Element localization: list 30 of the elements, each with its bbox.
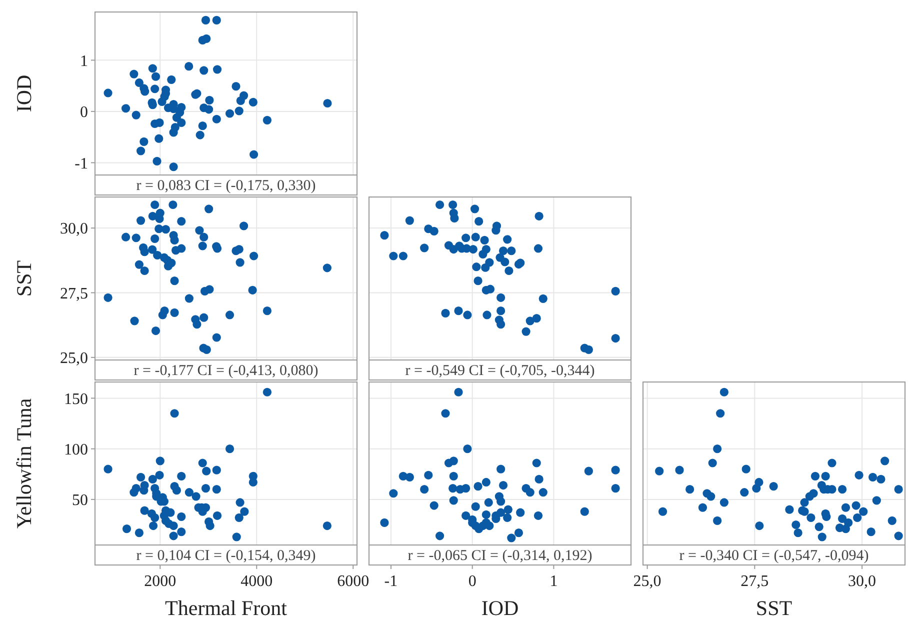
y-tick-label: 27,5 bbox=[60, 285, 88, 302]
x-axis-title: Thermal Front bbox=[165, 596, 288, 620]
x-tick-label: 25,0 bbox=[633, 573, 662, 590]
x-tick-label: 30,0 bbox=[848, 573, 876, 590]
x-tick-label: 2000 bbox=[144, 573, 176, 590]
x-tick-label: 1 bbox=[550, 573, 558, 590]
x-tick-label: 0 bbox=[468, 573, 476, 590]
text: r = -0,549 CI = (-0,705, -0,344) bbox=[405, 363, 595, 379]
y-tick-label: 1 bbox=[80, 52, 88, 70]
y-tick-label: 0 bbox=[80, 104, 88, 122]
y-tick-label: -1 bbox=[74, 155, 88, 172]
x-tick-label: 4000 bbox=[240, 573, 273, 590]
y-tick-label: 100 bbox=[64, 441, 88, 458]
x-tick-label: 27,5 bbox=[740, 573, 769, 590]
y-tick-label: 25,0 bbox=[60, 350, 88, 368]
text: r = -0,177 CI = (-0,413, 0,080) bbox=[134, 363, 318, 379]
x-tick-label: -1 bbox=[384, 573, 398, 590]
x-axis-title: IOD bbox=[481, 596, 519, 620]
y-tick-label: 150 bbox=[64, 390, 88, 408]
y-tick-label: 50 bbox=[72, 492, 88, 510]
x-axis-title: SST bbox=[756, 596, 792, 620]
text: r = -0,065 CI = (-0,314, 0,192) bbox=[408, 548, 592, 564]
text: r = -0,340 CI = (-0,547, -0,094) bbox=[679, 548, 869, 564]
y-tick-label: 30,0 bbox=[60, 220, 88, 238]
y-axis-title: IOD bbox=[12, 74, 36, 112]
y-axis-title: SST bbox=[12, 260, 36, 297]
x-tick-label: 6000 bbox=[337, 573, 370, 590]
y-axis-title: Yellowfin Tuna bbox=[12, 398, 36, 529]
text: r = 0,083 CI = (-0,175, 0,330) bbox=[136, 178, 316, 194]
text: r = 0,104 CI = (-0,154, 0,349) bbox=[136, 548, 316, 564]
